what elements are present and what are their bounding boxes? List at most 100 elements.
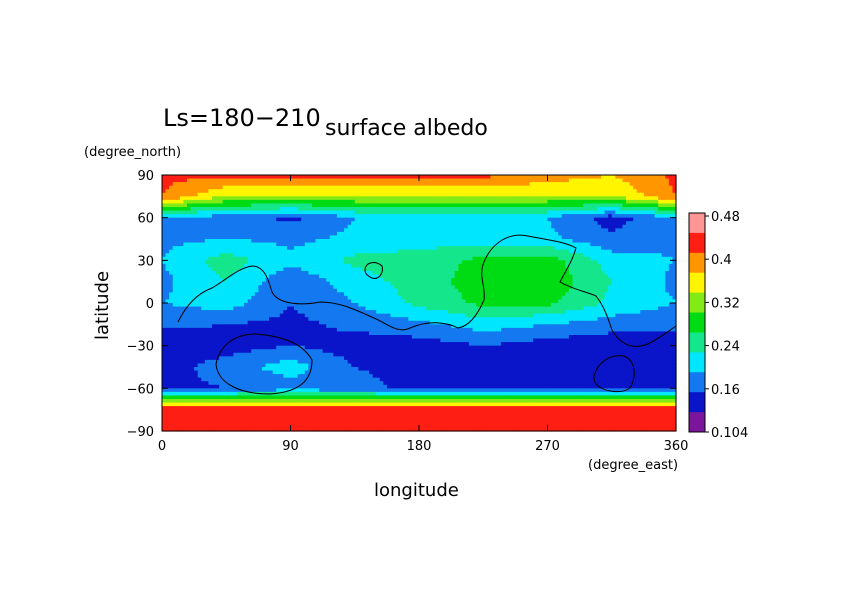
- heatmap-cell: [404, 217, 409, 222]
- heatmap-cell: [483, 228, 488, 233]
- heatmap-cell: [361, 210, 367, 215]
- heatmap-cell: [576, 192, 581, 197]
- heatmap-cell: [476, 182, 481, 187]
- heatmap-cell: [443, 285, 449, 290]
- heatmap-cell: [579, 267, 584, 272]
- heatmap-cell: [443, 288, 449, 293]
- heatmap-cell: [461, 231, 467, 237]
- heatmap-cell: [408, 263, 413, 269]
- heatmap-cell: [319, 175, 324, 180]
- heatmap-cell: [433, 224, 438, 229]
- heatmap-cell: [247, 178, 252, 183]
- heatmap-cell: [340, 267, 345, 272]
- heatmap-cell: [361, 224, 367, 229]
- heatmap-cell: [558, 217, 563, 222]
- heatmap-cell: [590, 203, 595, 208]
- heatmap-cell: [197, 224, 202, 229]
- heatmap-cell: [379, 274, 384, 279]
- heatmap-cell: [561, 260, 566, 265]
- heatmap-cell: [486, 210, 491, 215]
- heatmap-cell: [479, 175, 484, 180]
- heatmap-cell: [554, 217, 559, 222]
- heatmap-cell: [611, 228, 616, 233]
- heatmap-cell: [369, 256, 374, 261]
- heatmap-cell: [319, 228, 324, 233]
- heatmap-cell: [561, 253, 566, 258]
- heatmap-cell: [308, 281, 313, 286]
- heatmap-cell: [244, 278, 249, 283]
- heatmap-cell: [222, 207, 227, 212]
- heatmap-cell: [668, 246, 674, 251]
- heatmap-cell: [629, 288, 634, 293]
- heatmap-cell: [301, 224, 306, 229]
- heatmap-cell: [583, 189, 588, 194]
- heatmap-cell: [408, 178, 413, 183]
- heatmap-cell: [401, 231, 406, 237]
- heatmap-cell: [618, 239, 624, 244]
- heatmap-cell: [561, 263, 566, 269]
- heatmap-cell: [568, 278, 574, 283]
- heatmap-cell: [593, 221, 599, 226]
- heatmap-cell: [183, 256, 188, 261]
- heatmap-cell: [372, 274, 377, 279]
- heatmap-cell: [162, 221, 167, 226]
- heatmap-cell: [443, 224, 449, 229]
- heatmap-cell: [204, 207, 210, 212]
- heatmap-cell: [165, 185, 170, 190]
- heatmap-cell: [604, 224, 609, 229]
- heatmap-cell: [526, 278, 531, 283]
- heatmap-cell: [504, 199, 509, 205]
- heatmap-cell: [447, 249, 452, 254]
- heatmap-cell: [572, 288, 577, 293]
- heatmap-cell: [190, 256, 195, 261]
- heatmap-cell: [361, 281, 367, 286]
- heatmap-cell: [426, 203, 431, 208]
- heatmap-cell: [190, 185, 195, 190]
- heatmap-cell: [390, 207, 395, 212]
- heatmap-cell: [236, 242, 242, 247]
- heatmap-cell: [626, 253, 631, 258]
- heatmap-cell: [558, 271, 563, 276]
- heatmap-cell: [361, 249, 367, 254]
- heatmap-cell: [269, 242, 274, 247]
- heatmap-cell: [297, 214, 302, 219]
- heatmap-cell: [419, 295, 424, 301]
- heatmap-cell: [511, 235, 516, 240]
- heatmap-cell: [554, 274, 559, 279]
- heatmap-cell: [336, 217, 342, 222]
- heatmap-cell: [301, 281, 306, 286]
- heatmap-cell: [276, 271, 281, 276]
- heatmap-cell: [261, 274, 267, 279]
- heatmap-cell: [211, 239, 217, 244]
- heatmap-cell: [265, 263, 270, 269]
- heatmap-cell: [647, 278, 652, 283]
- heatmap-cell: [479, 196, 484, 201]
- heatmap-cell: [451, 263, 456, 269]
- heatmap-cell: [429, 267, 434, 272]
- heatmap-cell: [211, 224, 217, 229]
- heatmap-cell: [247, 228, 252, 233]
- heatmap-cell: [593, 285, 599, 290]
- heatmap-cell: [626, 260, 631, 265]
- heatmap-cell: [336, 239, 342, 244]
- heatmap-cell: [583, 228, 588, 233]
- heatmap-cell: [522, 189, 527, 194]
- heatmap-cell: [468, 231, 474, 237]
- heatmap-cell: [593, 274, 599, 279]
- heatmap-cell: [618, 274, 624, 279]
- heatmap-cell: [661, 281, 666, 286]
- heatmap-cell: [626, 242, 631, 247]
- heatmap-cell: [633, 288, 638, 293]
- heatmap-cell: [576, 178, 581, 183]
- heatmap-cell: [172, 207, 177, 212]
- heatmap-cell: [219, 253, 224, 258]
- heatmap-cell: [465, 274, 470, 279]
- heatmap-cell: [479, 221, 484, 226]
- heatmap-cell: [247, 210, 252, 215]
- heatmap-cell: [579, 246, 584, 251]
- heatmap-cell: [565, 253, 570, 258]
- heatmap-cell: [279, 235, 284, 240]
- heatmap-cell: [543, 274, 549, 279]
- heatmap-cell: [561, 242, 566, 247]
- heatmap-cell: [447, 189, 452, 194]
